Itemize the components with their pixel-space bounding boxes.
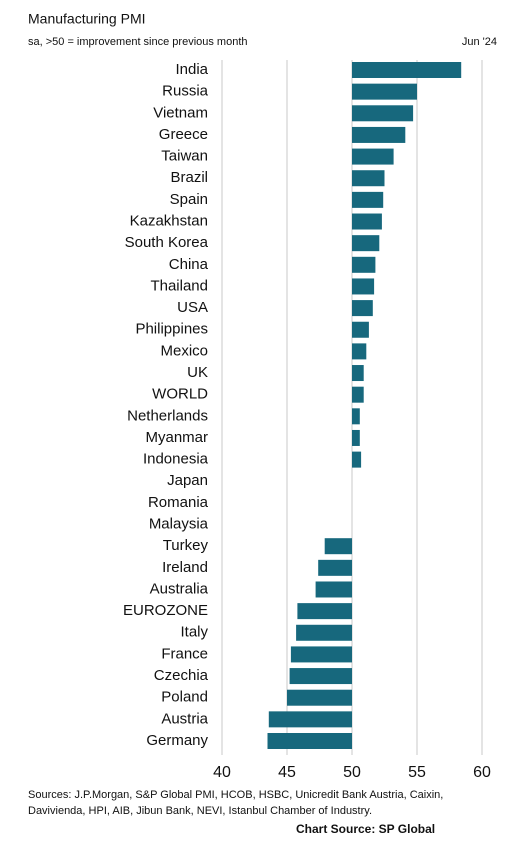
bar — [352, 300, 373, 317]
bar — [352, 191, 384, 208]
y-tick-label: France — [161, 645, 208, 662]
x-tick-label: 55 — [408, 764, 426, 781]
bar — [352, 126, 406, 143]
bar — [352, 105, 414, 122]
bar — [324, 538, 352, 555]
y-tick-label: China — [169, 256, 209, 273]
y-tick-label: Czechia — [154, 667, 209, 684]
y-tick-label: Poland — [161, 689, 208, 706]
y-tick-label: Ireland — [162, 559, 208, 576]
y-tick-label: EUROZONE — [123, 602, 208, 619]
bar — [296, 624, 352, 641]
y-tick-label: Japan — [167, 472, 208, 489]
bar — [352, 451, 362, 468]
y-tick-label: USA — [177, 299, 208, 316]
y-tick-label: South Korea — [125, 234, 209, 251]
bar — [352, 213, 382, 230]
y-tick-label: Philippines — [135, 321, 208, 338]
x-tick-label: 60 — [473, 764, 491, 781]
y-tick-label: WORLD — [152, 386, 208, 403]
y-tick-label: Romania — [148, 494, 209, 511]
y-tick-label: Taiwan — [161, 148, 208, 165]
bar — [268, 711, 352, 728]
chart-subtitle: sa, >50 = improvement since previous mon… — [28, 36, 248, 48]
y-tick-label: Greece — [159, 126, 208, 143]
y-tick-label: Spain — [170, 191, 208, 208]
y-tick-label: Malaysia — [149, 516, 209, 533]
y-tick-label: Australia — [150, 580, 209, 597]
y-tick-label: Myanmar — [145, 429, 208, 446]
chart-title: Manufacturing PMI — [28, 11, 146, 27]
y-tick-label: Thailand — [150, 277, 208, 294]
sources: Davivienda, HPI, AIB, Jibun Bank, NEVI, … — [28, 805, 372, 817]
x-tick-label: 50 — [343, 764, 361, 781]
x-tick-label: 45 — [278, 764, 296, 781]
y-tick-label: UK — [187, 364, 208, 381]
bar — [352, 321, 369, 338]
bar — [352, 408, 360, 425]
sources: Sources: J.P.Morgan, S&P Global PMI, HCO… — [28, 789, 443, 801]
y-tick-label: Indonesia — [143, 451, 209, 468]
y-tick-label: Brazil — [170, 169, 208, 186]
y-tick-label: Kazakhstan — [130, 212, 208, 229]
bar — [290, 646, 352, 663]
y-tick-label: Germany — [146, 732, 208, 749]
y-tick-label: Netherlands — [127, 407, 208, 424]
bar — [352, 278, 375, 295]
bar — [315, 581, 352, 598]
bar — [352, 148, 394, 165]
bar — [352, 235, 380, 252]
bar — [267, 733, 352, 749]
bar — [352, 365, 364, 382]
y-tick-label: Mexico — [160, 342, 208, 359]
y-tick-label: Russia — [162, 83, 209, 100]
bar — [287, 689, 352, 706]
y-tick-label: Austria — [161, 710, 208, 727]
y-tick-label: Italy — [180, 624, 208, 641]
bar — [352, 170, 385, 187]
bar — [352, 83, 417, 100]
bar — [352, 62, 462, 78]
bar — [318, 559, 352, 576]
y-tick-label: India — [175, 61, 208, 78]
bar — [352, 386, 364, 403]
x-tick-label: 40 — [213, 764, 231, 781]
bar — [297, 603, 352, 620]
bar — [352, 343, 367, 360]
chart-source: Chart Source: SP Global — [296, 822, 435, 836]
y-tick-label: Turkey — [163, 537, 209, 554]
bar — [352, 256, 376, 273]
y-tick-label: Vietnam — [153, 104, 208, 121]
date-label: Jun '24 — [462, 36, 497, 48]
bar — [352, 429, 360, 446]
bar — [289, 668, 352, 685]
